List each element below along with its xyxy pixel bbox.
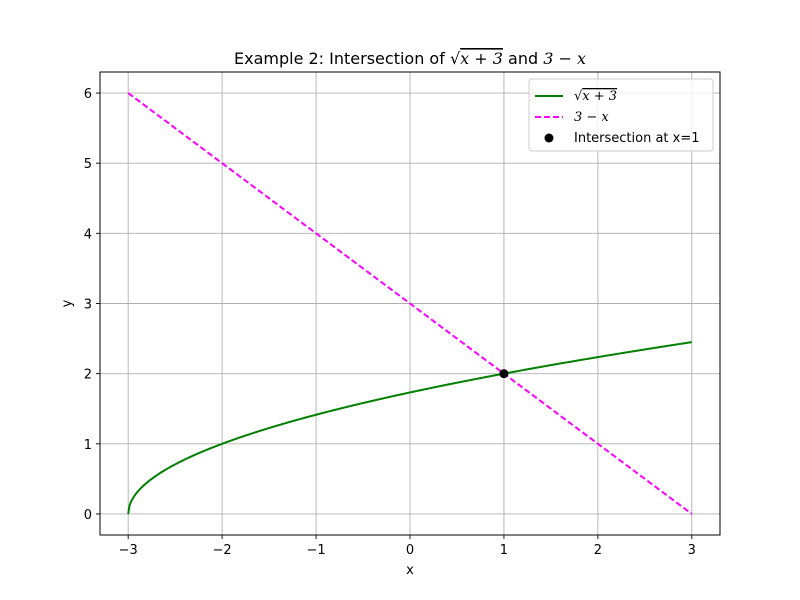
y-tick-label: 5 xyxy=(84,157,92,172)
chart-title-mid: and xyxy=(503,49,543,68)
legend-marker-intersection xyxy=(544,133,554,143)
intersection-point xyxy=(499,369,509,379)
y-tick-label: 1 xyxy=(84,438,92,453)
x-tick-label: −3 xyxy=(119,543,138,558)
y-tick-label: 0 xyxy=(84,508,92,523)
y-tick-label: 3 xyxy=(84,298,92,313)
x-tick-label: 1 xyxy=(500,543,508,558)
legend-label-intersection: Intersection at x=1 xyxy=(574,131,700,146)
legend-box xyxy=(528,78,714,152)
x-tick-label: 3 xyxy=(688,543,696,558)
legend-label-linear: 3 − x xyxy=(574,110,609,125)
x-tick-label: 0 xyxy=(406,543,414,558)
chart-title-prefix: Example 2: Intersection of xyxy=(234,49,450,68)
x-tick-label: −2 xyxy=(213,543,232,558)
x-axis-label: x xyxy=(406,563,414,578)
legend-sqrt-sign: √ xyxy=(574,89,583,104)
legend-label-sqrt: √x + 3 xyxy=(574,89,617,104)
x-tick-label: 2 xyxy=(594,543,602,558)
legend: √x + 3 3 − x Intersection at x=1 xyxy=(528,78,714,152)
x-axis: −3 −2 −1 0 1 2 3 xyxy=(119,535,696,558)
x-tick-label: −1 xyxy=(306,543,325,558)
y-axis: 0 1 2 3 4 5 6 xyxy=(84,87,100,523)
chart-title: Example 2: Intersection of √x + 3 and 3 … xyxy=(234,49,586,68)
series-line-1 xyxy=(127,92,693,515)
y-tick-label: 2 xyxy=(84,368,92,383)
y-axis-label: y xyxy=(60,299,75,307)
y-tick-label: 4 xyxy=(84,227,92,242)
legend-label-sqrt-text: x + 3 xyxy=(582,89,617,104)
plot-data xyxy=(127,92,693,515)
chart-title-expr2: 3 − x xyxy=(543,49,586,68)
series-line-0 xyxy=(127,341,692,515)
chart-title-expr1: x + 3 xyxy=(460,49,503,68)
title-sqrt-sign: √ xyxy=(450,49,461,68)
y-tick-label: 6 xyxy=(84,87,92,102)
